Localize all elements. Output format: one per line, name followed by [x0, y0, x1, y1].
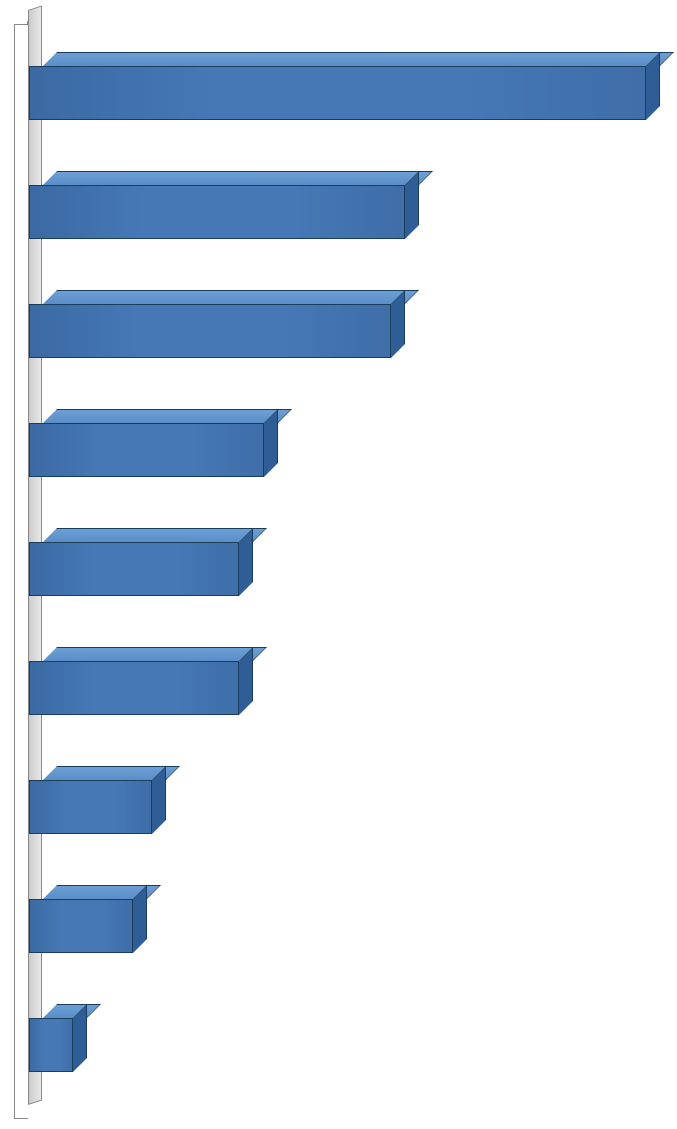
bar-side-face [239, 528, 253, 596]
bar-top-face [43, 52, 674, 66]
bar [29, 647, 253, 715]
bar [29, 290, 405, 358]
bar-side-face [152, 766, 166, 834]
bar-side-face [646, 52, 660, 120]
bar-front-face [29, 780, 152, 834]
bar-front-face [29, 304, 391, 358]
bar-front-face [29, 423, 264, 477]
bar-front-face [29, 899, 133, 953]
bar-front-face [29, 542, 239, 596]
bar [29, 171, 419, 239]
bar [29, 885, 147, 953]
bar [29, 528, 253, 596]
bar-top-face [43, 290, 419, 304]
bar-top-face [43, 647, 267, 661]
bar-top-face [43, 171, 433, 185]
bar-top-face [43, 528, 267, 542]
bar-side-face [405, 171, 419, 239]
bar-top-face [43, 1004, 101, 1018]
bar [29, 52, 660, 120]
bar [29, 409, 278, 477]
bar-front-face [29, 185, 405, 239]
bar [29, 1004, 87, 1072]
bar-top-face [43, 409, 292, 423]
bar-chart-3d [10, 10, 667, 1119]
bar-side-face [391, 290, 405, 358]
bar-side-face [264, 409, 278, 477]
bar-front-face [29, 661, 239, 715]
bar-side-face [239, 647, 253, 715]
bar-front-face [29, 1018, 73, 1072]
bar-side-face [73, 1004, 87, 1072]
bar-front-face [29, 66, 646, 120]
bar-side-face [133, 885, 147, 953]
axis-front-wall [14, 24, 28, 1119]
bar [29, 766, 166, 834]
